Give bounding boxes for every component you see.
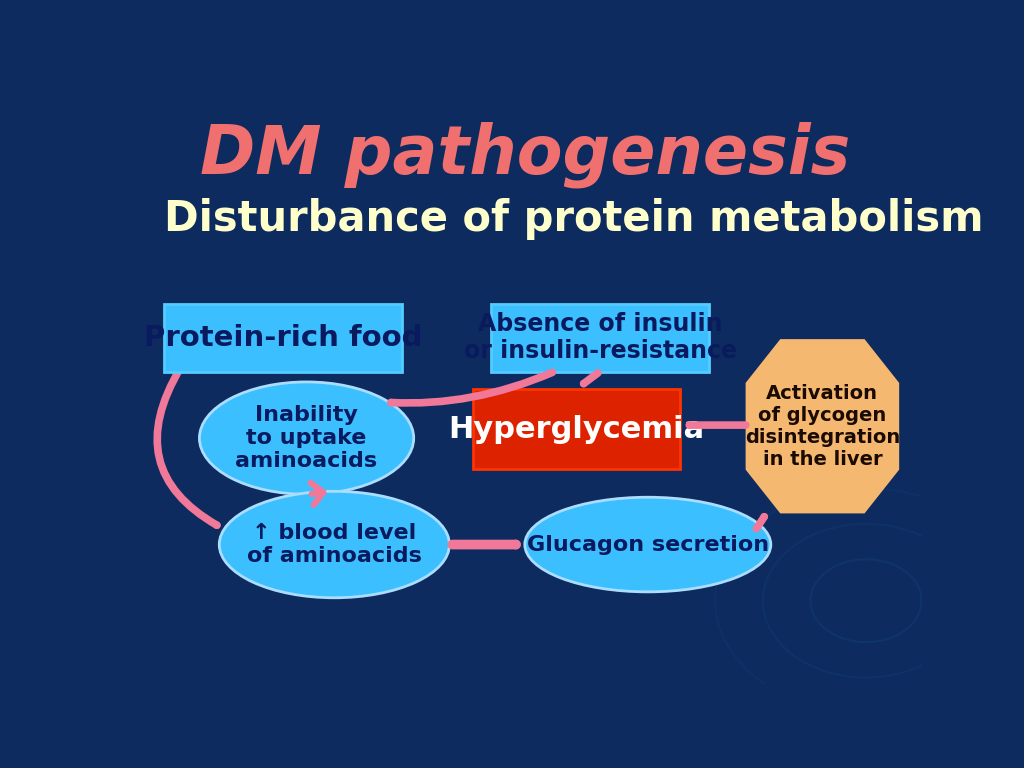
FancyArrowPatch shape: [584, 373, 598, 383]
Ellipse shape: [219, 492, 450, 598]
FancyArrowPatch shape: [317, 493, 321, 494]
Text: Glucagon secretion: Glucagon secretion: [526, 535, 769, 554]
Text: Inability
to uptake
aminoacids: Inability to uptake aminoacids: [236, 405, 378, 472]
Text: ↑ blood level
of aminoacids: ↑ blood level of aminoacids: [247, 523, 422, 566]
Text: Absence of insulin
or insulin-resistance: Absence of insulin or insulin-resistance: [464, 312, 736, 363]
FancyBboxPatch shape: [164, 303, 401, 372]
FancyArrowPatch shape: [157, 368, 217, 525]
Polygon shape: [748, 340, 898, 512]
Text: Activation
of glycogen
disintegration
in the liver: Activation of glycogen disintegration in…: [744, 384, 900, 468]
Text: Protein-rich food: Protein-rich food: [143, 323, 422, 352]
Text: Hyperglycemia: Hyperglycemia: [449, 415, 705, 444]
Text: DM pathogenesis: DM pathogenesis: [200, 121, 850, 187]
Text: Disturbance of protein metabolism: Disturbance of protein metabolism: [164, 198, 983, 240]
FancyArrowPatch shape: [391, 372, 552, 403]
FancyBboxPatch shape: [473, 389, 680, 469]
FancyArrowPatch shape: [757, 517, 764, 528]
FancyBboxPatch shape: [492, 303, 710, 372]
Ellipse shape: [200, 382, 414, 495]
Ellipse shape: [524, 497, 771, 592]
